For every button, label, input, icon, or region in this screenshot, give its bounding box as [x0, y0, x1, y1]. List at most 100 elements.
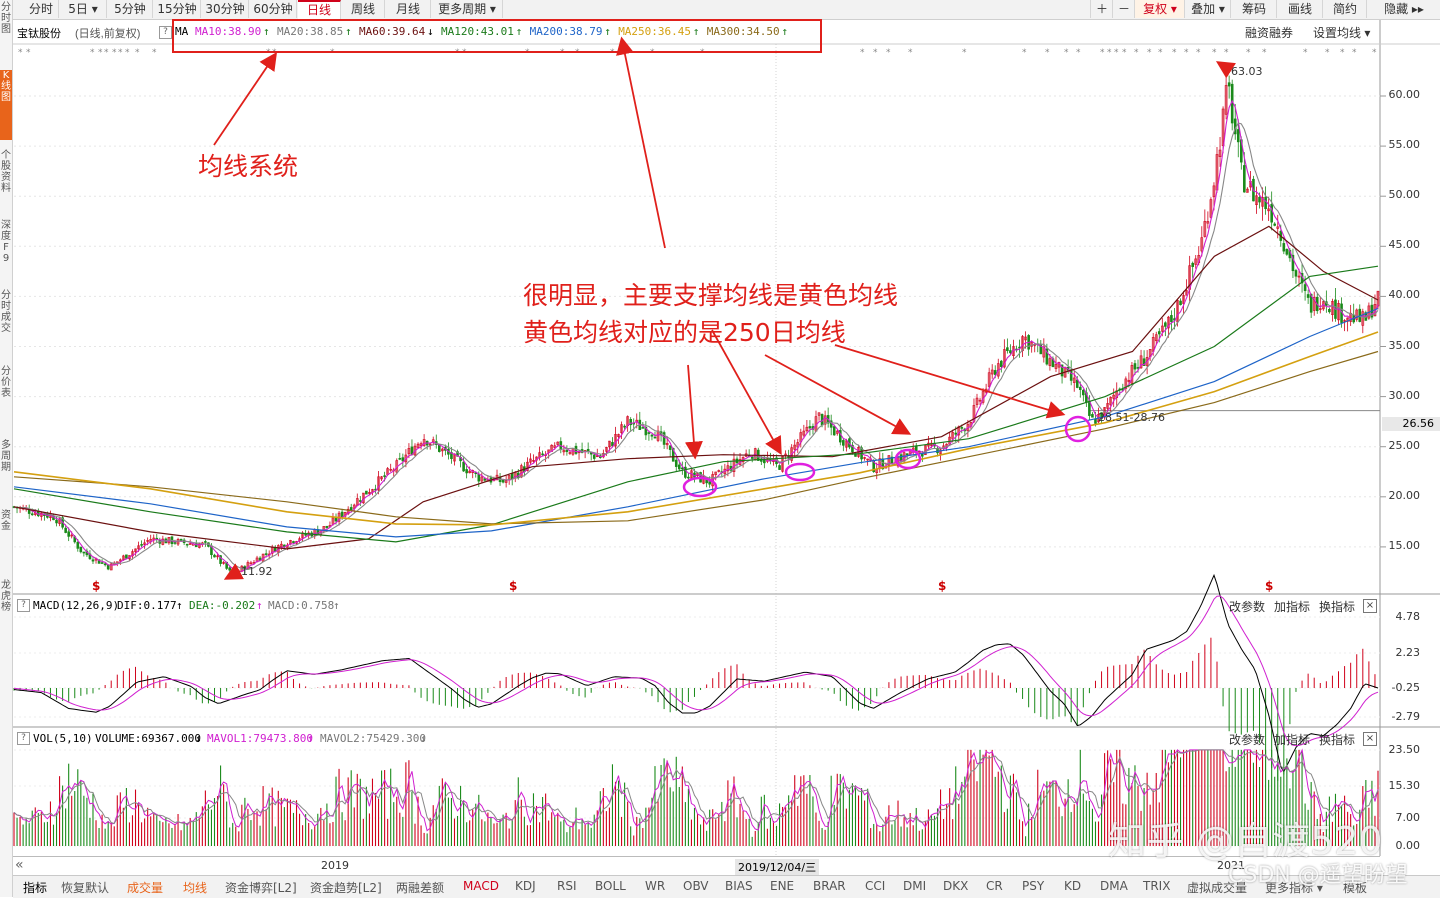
sidebar-tab[interactable]: 分时图	[1, 2, 11, 35]
close-icon[interactable]: ×	[1363, 599, 1377, 613]
indicator-tab[interactable]: OBV	[683, 879, 709, 893]
ma-value: MA120:43.01	[441, 25, 514, 38]
sidebar-tab[interactable]: 龙虎榜	[1, 580, 11, 613]
indicator-tab[interactable]: KD	[1064, 879, 1082, 893]
tab-period[interactable]: 60分钟	[250, 0, 297, 18]
indicator-tab[interactable]: BOLL	[595, 879, 626, 893]
event-star-marker: *	[886, 48, 891, 58]
sidebar-tab[interactable]: K线图	[0, 70, 12, 140]
toolbar-button[interactable]: 叠加 ▾	[1184, 0, 1231, 18]
sidebar-tab[interactable]: 个股资料	[1, 150, 11, 194]
indicator-tab[interactable]: DKX	[943, 879, 969, 893]
dividend-marker[interactable]: $	[92, 579, 101, 593]
indicator-tab[interactable]: 两融差额	[396, 881, 445, 895]
candlestick	[990, 369, 994, 375]
stock-name[interactable]: 宝钛股份	[17, 28, 61, 40]
help-icon[interactable]: ?	[159, 26, 172, 39]
candlestick	[1091, 414, 1094, 418]
indicator-tab[interactable]: WR	[645, 879, 666, 893]
candlestick	[623, 425, 626, 428]
sidebar-tab[interactable]: 深度F9	[1, 220, 11, 264]
sidebar-tab[interactable]: 分价表	[1, 366, 11, 399]
indicator-tab[interactable]: 资金趋势[L2]	[310, 881, 382, 895]
indicator-tab[interactable]: 更多指标 ▾	[1265, 881, 1323, 895]
tab-period[interactable]: 周线	[342, 0, 385, 18]
indicator-tab[interactable]: 恢复默认	[61, 881, 110, 895]
tab-period[interactable]: 日线	[298, 0, 341, 19]
sidebar-tab[interactable]: 分时成交	[1, 290, 11, 334]
indicator-tab[interactable]: 指标	[23, 881, 48, 895]
macd-dea: DEA:-0.202	[189, 599, 256, 612]
add-indicator-button[interactable]: 加指标	[1274, 733, 1311, 747]
candlestick	[665, 442, 669, 446]
vol-title[interactable]: VOL(5,10)	[33, 732, 93, 745]
change-params-button[interactable]: 改参数	[1229, 600, 1266, 614]
add-indicator-button[interactable]: 加指标	[1274, 600, 1311, 614]
candlestick	[808, 426, 812, 429]
tab-period[interactable]: 5分钟	[108, 0, 153, 18]
ma-system-annotation: 均线系统	[198, 152, 299, 181]
indicator-tab[interactable]: BIAS	[725, 879, 753, 893]
candlestick	[726, 465, 730, 472]
toolbar-button[interactable]: －	[1112, 0, 1135, 18]
switch-indicator-button[interactable]: 换指标	[1319, 600, 1356, 614]
switch-indicator-button[interactable]: 换指标	[1319, 733, 1356, 747]
indicator-tab[interactable]: TRIX	[1143, 879, 1171, 893]
tab-period[interactable]: 更多周期 ▾	[432, 0, 503, 18]
indicator-tab[interactable]: DMI	[903, 879, 927, 893]
indicator-tab[interactable]: 模板	[1343, 881, 1368, 895]
toolbar-button[interactable]: 复权 ▾	[1134, 0, 1185, 18]
indicator-tab[interactable]: 资金博弈[L2]	[225, 881, 297, 895]
change-params-button[interactable]: 改参数	[1229, 733, 1266, 747]
indicator-tab[interactable]: 成交量	[127, 881, 164, 895]
dividend-marker[interactable]: $	[509, 579, 518, 593]
indicator-tab[interactable]: BRAR	[813, 879, 846, 893]
help-icon[interactable]: ?	[17, 732, 30, 745]
candlestick	[674, 459, 678, 467]
indicator-tab[interactable]: 虚拟成交量	[1187, 881, 1248, 895]
indicator-tab[interactable]: PSY	[1022, 879, 1045, 893]
mavol1-arrow: ↑	[307, 732, 314, 745]
indicator-tab[interactable]: KDJ	[515, 879, 536, 893]
indicator-tab[interactable]: DMA	[1100, 879, 1128, 893]
macd-dif-line	[13, 573, 1379, 773]
tab-period[interactable]: 分时	[24, 0, 59, 18]
candlestick	[1054, 363, 1058, 369]
candlestick	[198, 543, 201, 548]
set-ma-dropdown[interactable]: 设置均线 ▾	[1313, 26, 1371, 40]
tab-period[interactable]: 15分钟	[154, 0, 201, 18]
dividend-marker[interactable]: $	[1265, 579, 1274, 593]
dividend-marker[interactable]: $	[938, 579, 947, 593]
tab-period[interactable]: 月线	[386, 0, 431, 18]
toolbar-button[interactable]: 画线	[1276, 0, 1323, 18]
tab-period[interactable]: 5日 ▾	[60, 0, 107, 18]
margin-trading-link[interactable]: 融资融券	[1245, 26, 1294, 40]
indicator-tab[interactable]: ENE	[770, 879, 795, 893]
indicator-tab[interactable]: CR	[986, 879, 1003, 893]
macd-title[interactable]: MACD(12,26,9)	[33, 599, 120, 612]
candlestick	[556, 441, 560, 445]
indicator-tab[interactable]: 均线	[183, 881, 208, 895]
scroll-left-icon[interactable]: «	[15, 857, 24, 873]
close-icon[interactable]: ×	[1363, 732, 1377, 746]
toolbar-button[interactable]: 隐藏 ▸▸	[1366, 0, 1440, 18]
candlestick	[684, 466, 687, 478]
indicator-tab[interactable]: RSI	[557, 879, 577, 893]
toolbar-button[interactable]: 简约	[1322, 0, 1367, 18]
candlestick	[1161, 325, 1164, 332]
indicator-tab[interactable]: CCI	[865, 879, 886, 893]
candlestick	[204, 541, 207, 543]
toolbar-button[interactable]: 筹码	[1230, 0, 1277, 18]
candlestick	[842, 440, 845, 446]
help-icon[interactable]: ?	[17, 599, 30, 612]
indicator-tab[interactable]: MACD	[463, 879, 499, 893]
watermark-zhihu: 知乎 @自渡520	[1108, 819, 1383, 863]
candlestick	[1191, 262, 1194, 267]
price-axis-label: 15.00	[1388, 538, 1421, 552]
tab-period[interactable]: 30分钟	[202, 0, 249, 18]
toolbar-button[interactable]: ＋	[1090, 0, 1113, 18]
event-star-marker: *	[1340, 48, 1345, 58]
sidebar-tab[interactable]: 资金	[1, 510, 11, 532]
sidebar-tab[interactable]: 多周期	[1, 440, 11, 473]
